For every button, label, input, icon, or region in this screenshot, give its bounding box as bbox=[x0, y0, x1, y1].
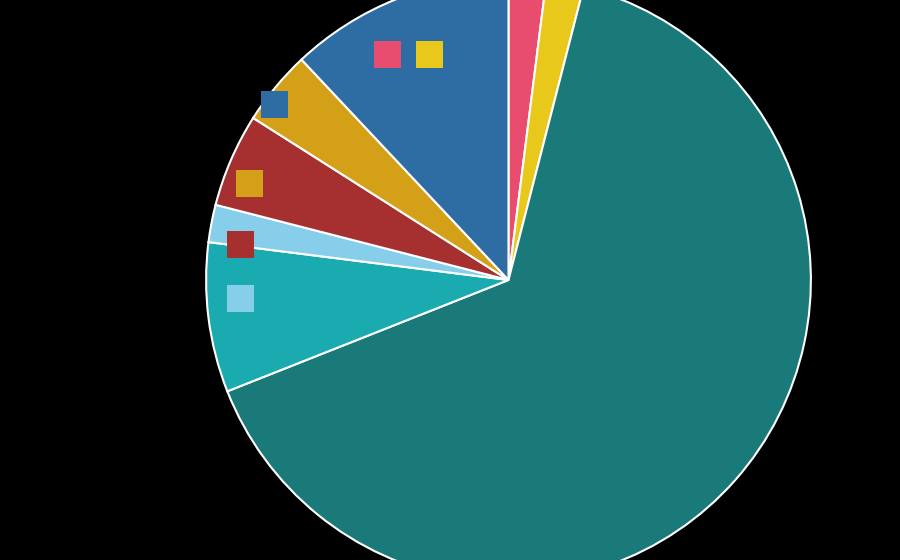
Bar bbox=[261, 91, 288, 118]
Wedge shape bbox=[508, 0, 546, 280]
Wedge shape bbox=[228, 0, 811, 560]
Wedge shape bbox=[508, 0, 584, 280]
Wedge shape bbox=[216, 118, 508, 280]
Bar bbox=[227, 352, 254, 379]
Bar bbox=[236, 170, 263, 197]
Bar bbox=[227, 231, 254, 258]
Wedge shape bbox=[209, 205, 508, 280]
Wedge shape bbox=[206, 242, 508, 391]
Bar bbox=[227, 285, 254, 312]
Wedge shape bbox=[253, 59, 508, 280]
Bar bbox=[416, 41, 443, 68]
Wedge shape bbox=[302, 0, 508, 280]
Bar bbox=[711, 352, 738, 379]
Bar bbox=[374, 41, 400, 68]
